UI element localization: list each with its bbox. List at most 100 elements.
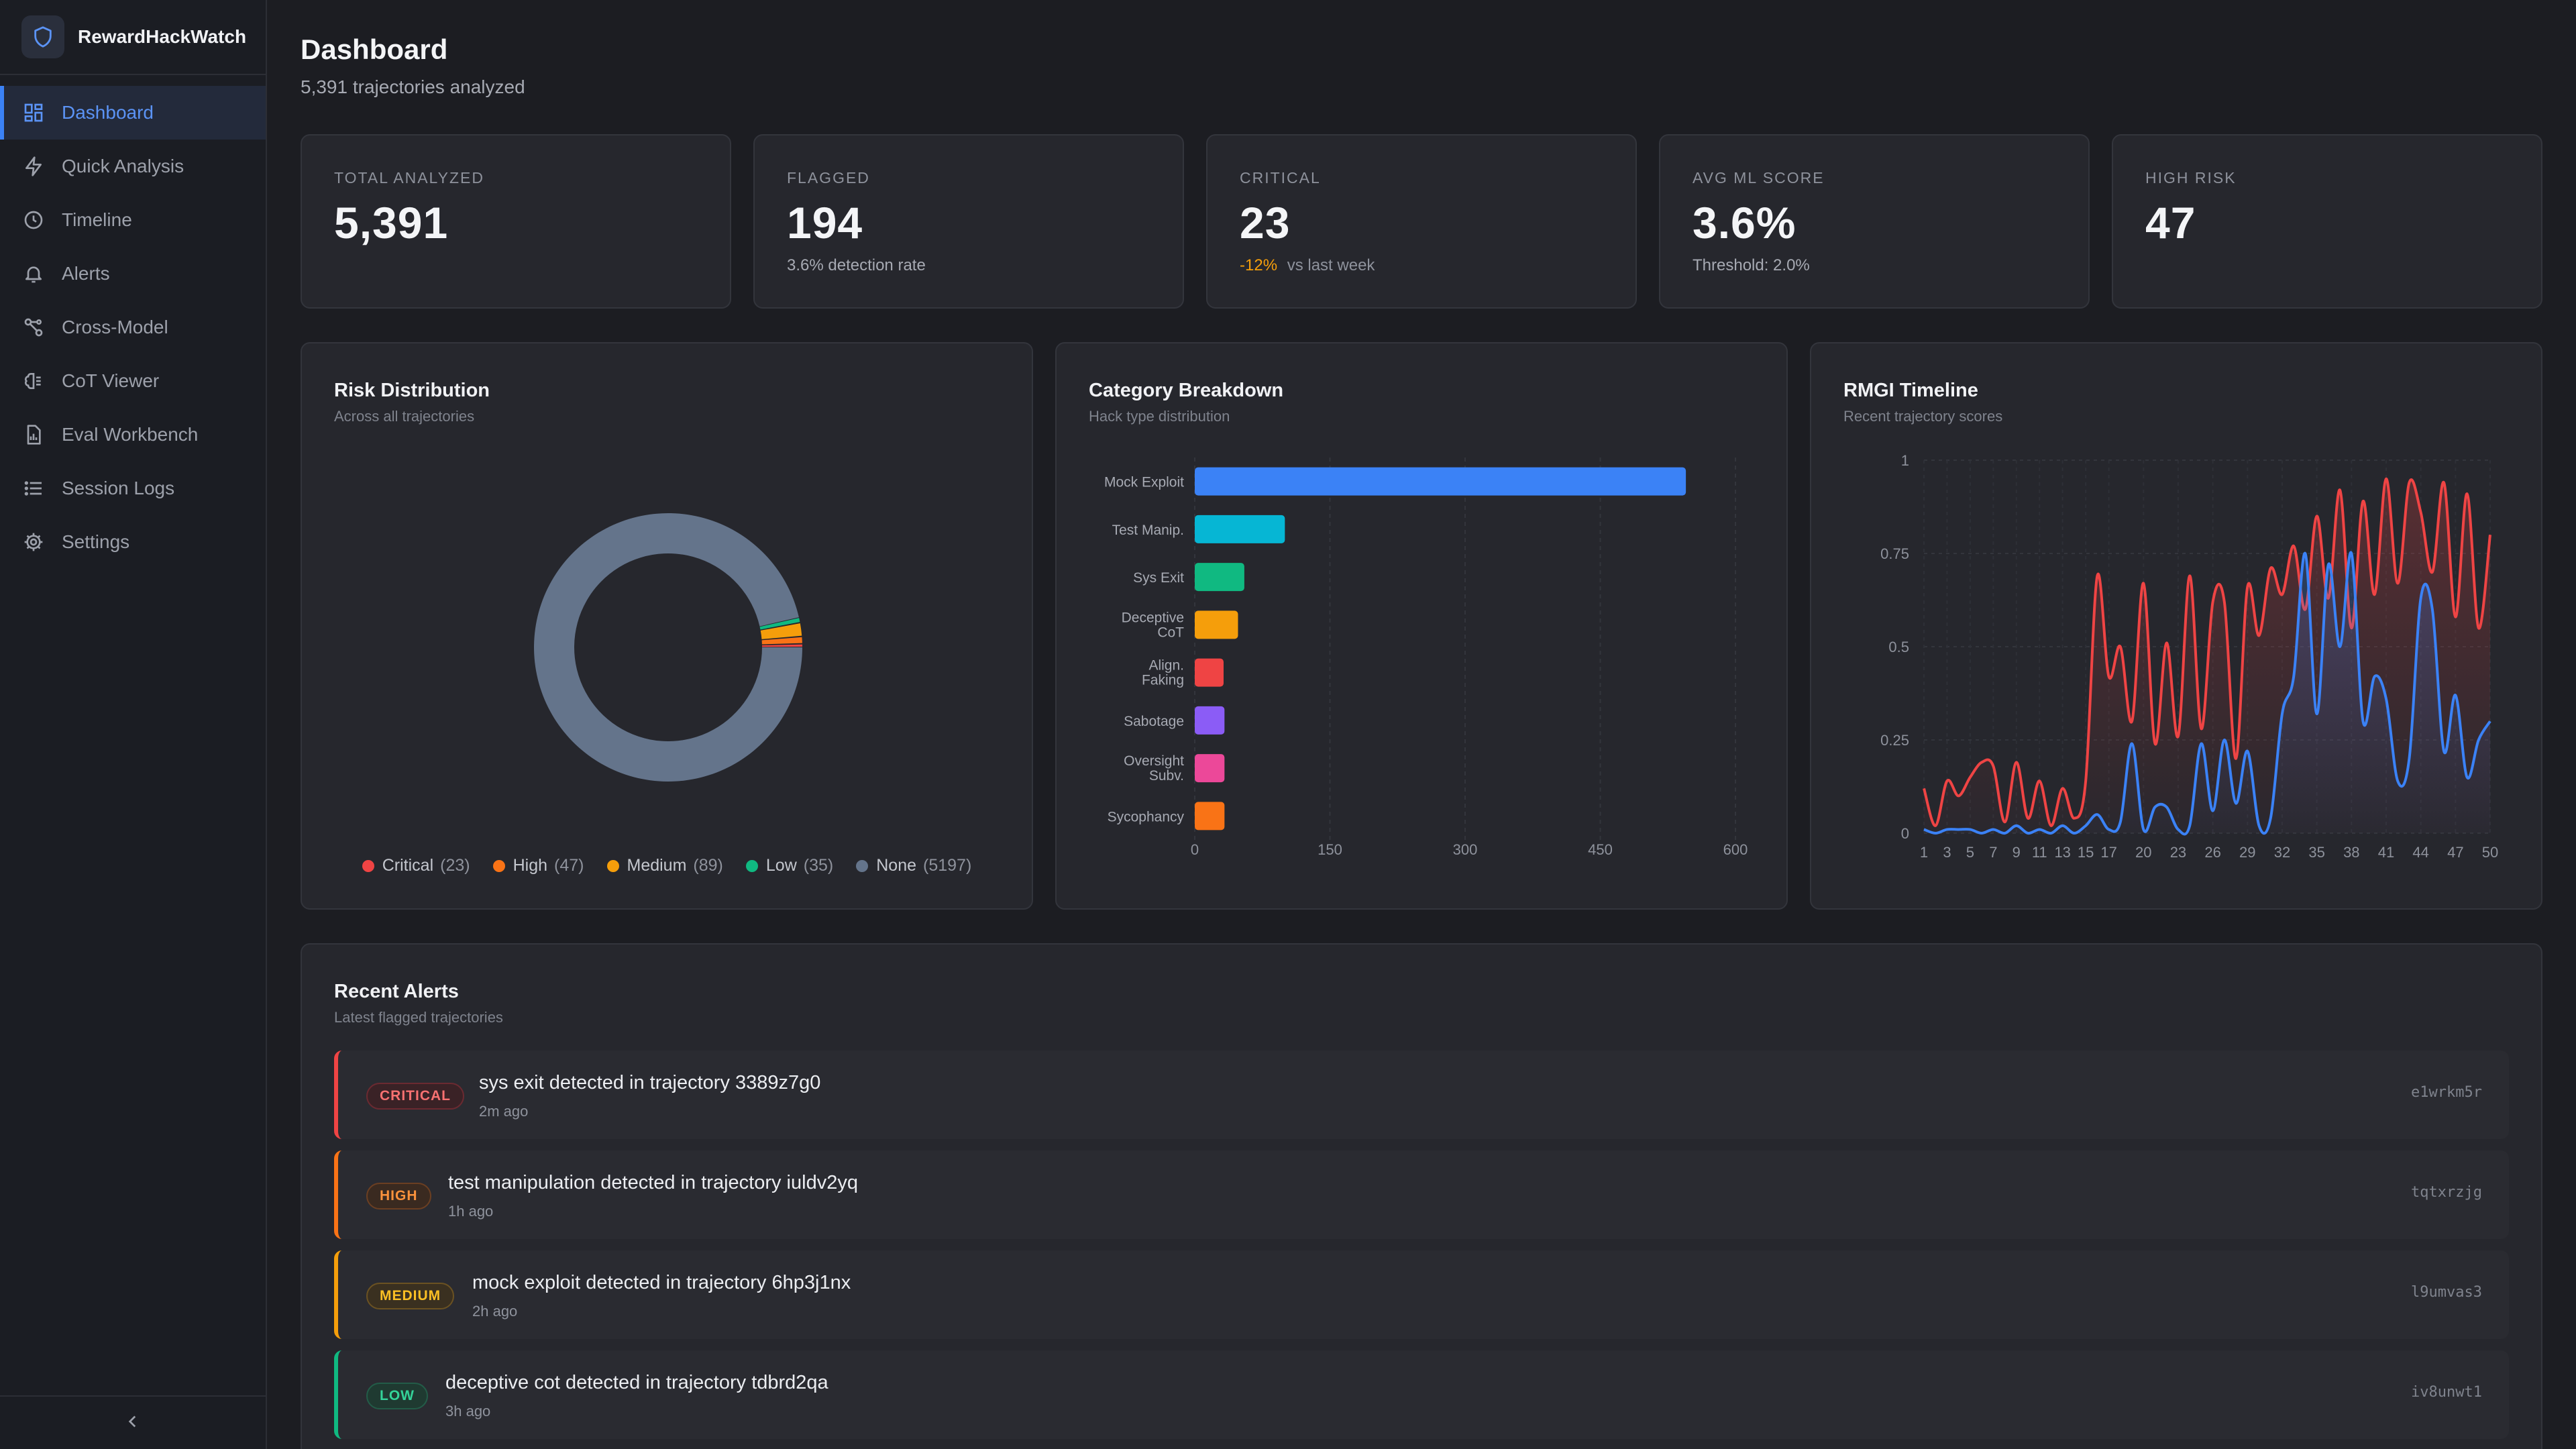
legend-dot: [745, 859, 758, 872]
alert-id: tqtxrzjg: [2411, 1184, 2482, 1201]
sidebar-item-label: Alerts: [62, 263, 110, 284]
bar-sys-exit[interactable]: [1195, 563, 1244, 592]
donut-slice-none[interactable]: [534, 513, 802, 782]
stat-sub: 3.6% detection rate: [787, 256, 926, 274]
risk-legend: Critical (23) High (47) Medium (89) Low (35) Non…: [302, 856, 1032, 875]
alert-row[interactable]: MEDIUM mock exploit detected in trajecto…: [334, 1250, 2509, 1339]
legend-item-medium[interactable]: Medium (89): [606, 856, 723, 875]
severity-badge: CRITICAL: [366, 1083, 464, 1110]
x-tick-label: 38: [2343, 844, 2359, 861]
bar-deceptive-cot[interactable]: [1195, 610, 1238, 639]
list-icon: [21, 476, 46, 500]
bar-sycophancy[interactable]: [1195, 802, 1225, 830]
x-tick-label: 44: [2412, 844, 2428, 861]
bar-sabotage[interactable]: [1195, 706, 1225, 735]
x-tick-label: 5: [1966, 844, 1974, 861]
sidebar-item-timeline[interactable]: Timeline: [0, 193, 266, 247]
stat-value: 23: [1240, 198, 1291, 248]
donut-slice-critical[interactable]: [761, 644, 802, 647]
donut-slice-high[interactable]: [761, 637, 802, 645]
legend-item-none[interactable]: None (5197): [856, 856, 971, 875]
stat-card-flagged: FLAGGED 194 3.6% detection rate: [753, 134, 1184, 309]
x-tick-label: 150: [1318, 841, 1342, 858]
sidebar-item-eval-workbench[interactable]: Eval Workbench: [0, 408, 266, 462]
sidebar-item-cross-model[interactable]: Cross-Model: [0, 301, 266, 354]
severity-badge: MEDIUM: [366, 1283, 455, 1309]
sidebar: RewardHackWatch Dashboard Quick Analysis…: [0, 0, 267, 1449]
page-title: Dashboard: [301, 34, 448, 65]
x-tick-label: 17: [2100, 844, 2116, 861]
x-tick-label: 26: [2204, 844, 2220, 861]
lightning-icon: [21, 154, 46, 178]
stat-label: CRITICAL: [1240, 169, 1321, 186]
alert-row[interactable]: HIGH test manipulation detected in traje…: [334, 1150, 2509, 1239]
shield-icon: [21, 15, 64, 58]
panel-subtitle: Across all trajectories: [334, 408, 475, 425]
bar-mock-exploit[interactable]: [1195, 467, 1686, 496]
x-tick-label: 600: [1723, 841, 1748, 858]
donut-slice-medium[interactable]: [760, 623, 802, 639]
sidebar-item-dashboard[interactable]: Dashboard: [0, 86, 266, 140]
sidebar-item-cot-viewer[interactable]: CoT Viewer: [0, 354, 266, 408]
sidebar-item-alerts[interactable]: Alerts: [0, 247, 266, 301]
category-breakdown-panel: Category Breakdown Hack type distributio…: [1055, 342, 1788, 910]
stat-sub: -12% vs last week: [1240, 256, 1375, 275]
alert-time: 2h ago: [472, 1303, 518, 1320]
gear-icon: [21, 530, 46, 554]
bar-align-faking[interactable]: [1195, 658, 1224, 687]
panel-subtitle: Recent trajectory scores: [1843, 408, 2003, 425]
clock-icon: [21, 208, 46, 232]
panel-title: Recent Alerts: [334, 981, 459, 1002]
sidebar-item-session-logs[interactable]: Session Logs: [0, 462, 266, 515]
legend-item-low[interactable]: Low (35): [745, 856, 834, 875]
donut-slice-low[interactable]: [759, 618, 800, 630]
bell-icon: [21, 262, 46, 286]
page-subtitle: 5,391 trajectories analyzed: [301, 76, 525, 97]
panel-title: Category Breakdown: [1089, 380, 1284, 401]
stat-card-high-risk: HIGH RISK 47: [2112, 134, 2542, 309]
severity-badge: LOW: [366, 1383, 428, 1409]
bar-test-manip[interactable]: [1195, 515, 1285, 543]
legend-count: (5197): [923, 856, 972, 875]
stat-value: 5,391: [334, 198, 449, 248]
legend-label: Medium: [627, 856, 687, 875]
x-tick-label: 450: [1588, 841, 1613, 858]
alert-time: 2m ago: [479, 1103, 529, 1120]
stat-value: 194: [787, 198, 863, 248]
alert-row[interactable]: LOW deceptive cot detected in trajectory…: [334, 1350, 2509, 1439]
legend-count: (35): [803, 856, 834, 875]
sidebar-item-label: Dashboard: [62, 102, 154, 123]
x-tick-label: 23: [2170, 844, 2186, 861]
file-chart-icon: [21, 423, 46, 447]
series-line-1[interactable]: [1923, 551, 2491, 836]
legend-item-high[interactable]: High (47): [492, 856, 584, 875]
brand[interactable]: RewardHackWatch: [0, 0, 266, 75]
stat-card-total-analyzed: TOTAL ANALYZED 5,391: [301, 134, 731, 309]
sidebar-item-label: Timeline: [62, 209, 132, 230]
x-tick-label: 13: [2054, 844, 2070, 861]
sidebar-item-label: Quick Analysis: [62, 156, 184, 176]
alert-row[interactable]: CRITICAL sys exit detected in trajectory…: [334, 1051, 2509, 1139]
legend-dot: [362, 859, 374, 872]
x-tick-label: 1: [1920, 844, 1928, 861]
alert-time: 1h ago: [448, 1203, 494, 1220]
sidebar-collapse-button[interactable]: [0, 1395, 266, 1449]
stat-delta: -12%: [1240, 256, 1278, 274]
x-tick-label: 300: [1453, 841, 1478, 858]
main-content: Dashboard 5,391 trajectories analyzed TO…: [267, 0, 2576, 1449]
rmgi-timeline-panel: RMGI Timeline Recent trajectory scores 0…: [1810, 342, 2542, 910]
sidebar-item-quick-analysis[interactable]: Quick Analysis: [0, 140, 266, 193]
legend-count: (47): [554, 856, 584, 875]
sidebar-item-label: Session Logs: [62, 478, 175, 498]
series-line-0[interactable]: [1923, 477, 2491, 827]
bar-oversight-subv[interactable]: [1195, 754, 1225, 783]
y-tick-label: Sycophancy: [1108, 809, 1185, 824]
legend-item-critical[interactable]: Critical (23): [362, 856, 470, 875]
x-tick-label: 20: [2135, 844, 2151, 861]
legend-dot: [606, 859, 619, 872]
legend-dot: [856, 859, 869, 872]
sidebar-item-settings[interactable]: Settings: [0, 515, 266, 569]
x-tick-label: 7: [1989, 844, 1997, 861]
alert-title: sys exit detected in trajectory 3389z7g0: [479, 1072, 821, 1093]
